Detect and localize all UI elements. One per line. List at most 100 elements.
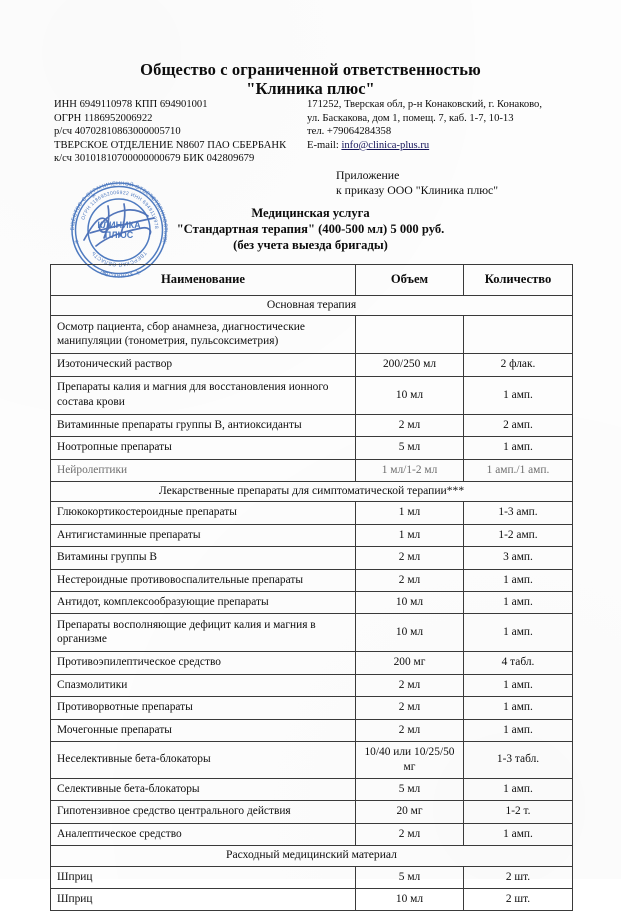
column-header-name: Наименование (50, 264, 356, 296)
cell-quantity: 1-2 т. (463, 800, 573, 824)
cell-volume: 10 мл (355, 887, 464, 911)
column-header-volume: Объем (355, 264, 464, 296)
cell-name: Витаминные препараты группы В, антиоксид… (50, 413, 356, 438)
email-row: E-mail: info@clinica-plus.ru (307, 139, 542, 153)
cell-quantity: 1 амп. (463, 718, 573, 743)
phone-number: тел. +79064284358 (307, 126, 392, 138)
cell-name: Антигистаминные препараты (50, 523, 356, 548)
services-table-wrapper: Наименование Объем Количество Основная т… (50, 264, 573, 911)
table-head: Наименование Объем Количество (50, 264, 573, 296)
table-row: Глюкокортикостероидные препараты 1 мл 1-3 … (50, 501, 573, 525)
table-section-row: Основная терапия (50, 294, 573, 317)
cell-volume: 2 мл (355, 673, 464, 698)
cell-quantity: 2 флак. (463, 353, 573, 377)
table-row: Мочегонные препараты 2 мл 1 амп. (50, 718, 573, 743)
cell-quantity: 1 амп. (463, 777, 573, 802)
table-section-row: Расходный медицинский материал (50, 845, 573, 867)
table-row: Шприц 5 мл 2 шт. (50, 865, 573, 889)
table-row: Нейролептики 1 мл/1-2 мл 1 амп./1 амп. (50, 458, 573, 483)
requisite-inn-kpp: ИНН 6949110978 КПП 694901001 (54, 99, 208, 110)
cell-name: Препараты калия и магния для восстановле… (50, 375, 356, 415)
table-row: Антидот, комплексообразующие препараты 10… (50, 591, 573, 615)
table-row: Витаминные препараты группы В, антиоксид… (50, 413, 573, 438)
appendix-block: Приложение к приказу ООО "Клиника плюс" (336, 168, 498, 197)
table-header-row: Наименование Объем Количество (50, 264, 573, 296)
table-row: Неселективные бета-блокаторы 10/40 или 10… (50, 741, 573, 779)
table-row: Спазмолитики 2 мл 1 амп. (50, 673, 573, 698)
cell-volume: 200 мг (355, 651, 464, 675)
cell-name: Мочегонные препараты (50, 718, 356, 743)
table-row: Шприц 10 мл 2 шт. (50, 887, 573, 911)
email-link[interactable]: info@clinica-plus.ru (341, 139, 430, 151)
cell-name: Гипотензивное средство центрального дейс… (50, 800, 356, 824)
table-row: Противоэпилептическое средство 200 мг 4 та… (50, 651, 573, 675)
column-header-quantity: Количество (463, 264, 573, 296)
cell-volume (355, 315, 464, 355)
cell-volume: 5 мл (355, 865, 464, 889)
table-row: Селективные бета-блокаторы 5 мл 1 амп. (50, 777, 573, 802)
cell-quantity (463, 315, 573, 355)
cell-volume: 1 мл/1-2 мл (355, 458, 464, 483)
cell-name: Противорвотные препараты (50, 696, 356, 720)
address-line1: 171252, Тверская обл, р-н Конаковский, г… (307, 99, 542, 110)
cell-volume: 1 мл (355, 523, 464, 548)
table-row: Противорвотные препараты 2 мл 1 амп. (50, 696, 573, 720)
table-row: Гипотензивное средство центрального дейс… (50, 800, 573, 824)
table-row: Антигистаминные препараты 1 мл 1-2 амп. (50, 523, 573, 548)
cell-volume: 2 мл (355, 568, 464, 593)
cell-quantity: 2 амп. (463, 413, 573, 438)
cell-name: Противоэпилептическое средство (50, 651, 356, 675)
cell-volume: 200/250 мл (355, 353, 464, 377)
table-body: Основная терапия Осмотр пациента, сбор ан… (50, 294, 573, 911)
service-title-line3: (без учета выезда бригады) (233, 238, 388, 253)
cell-volume: 10 мл (355, 613, 464, 653)
cell-name: Антидот, комплексообразующие препараты (50, 591, 356, 615)
table-row: Препараты восполняющие дефицит калия и м… (50, 613, 573, 653)
cell-quantity: 1 амп. (463, 375, 573, 415)
cell-quantity: 4 табл. (463, 651, 573, 675)
requisites-left: ИНН 6949110978 КПП 694901001 ОГРН 118695… (54, 98, 286, 166)
service-title-line2: "Стандартная терапия" (400-500 мл) 5 000… (176, 222, 445, 237)
cell-quantity: 1 амп./1 амп. (463, 458, 573, 483)
svg-text:✳: ✳ (91, 193, 96, 200)
cell-volume: 2 мл (355, 718, 464, 743)
cell-name: Нестероидные противовоспалительные препа… (50, 568, 356, 593)
cell-volume: 2 мл (355, 822, 464, 847)
cell-quantity: 2 шт. (463, 887, 573, 911)
requisite-corr-account: к/сч 30101810700000000679 БИК 042809679 (54, 153, 255, 165)
cell-quantity: 1-3 табл. (463, 741, 573, 779)
requisite-account: р/сч 40702810863000005710 (54, 126, 181, 138)
table-section-row: Лекарственные препараты для симптоматиче… (50, 481, 573, 503)
cell-quantity: 1 амп. (463, 673, 573, 698)
org-title-line2: "Клиника плюс" (246, 79, 375, 98)
cell-quantity: 1-3 амп. (463, 501, 573, 525)
cell-name: Неселективные бета-блокаторы (50, 741, 356, 779)
requisite-ogrn: ОГРН 1186952006922 (54, 112, 153, 124)
cell-volume: 1 мл (355, 501, 464, 525)
cell-volume: 2 мл (355, 413, 464, 438)
requisites-right: 171252, Тверская обл, р-н Конаковский, г… (307, 98, 542, 152)
cell-volume: 20 мг (355, 800, 464, 824)
cell-name: Глюкокортикостероидные препараты (50, 501, 356, 525)
table-row: Препараты калия и магния для восстановле… (50, 375, 573, 415)
cell-volume: 5 мл (355, 777, 464, 802)
service-title-block: Медицинская услуга "Стандартная терапия"… (0, 205, 621, 254)
cell-volume: 10 мл (355, 591, 464, 615)
appendix-line2: к приказу ООО "Клиника плюс" (336, 182, 499, 197)
svg-text:✳: ✳ (150, 195, 155, 202)
table-row: Осмотр пациента, сбор анамнеза, диагност… (50, 315, 573, 355)
table-row: Ноотропные препараты 5 мл 1 амп. (50, 436, 573, 460)
org-title-line1: Общество с ограниченной ответственностью (140, 60, 481, 79)
cell-volume: 5 мл (355, 436, 464, 460)
cell-name: Осмотр пациента, сбор анамнеза, диагност… (50, 315, 356, 355)
cell-quantity: 2 шт. (463, 865, 573, 889)
services-table: Наименование Объем Количество Основная т… (50, 264, 573, 911)
cell-volume: 2 мл (355, 696, 464, 720)
cell-name: Нейролептики (50, 458, 356, 483)
email-label: E-mail: (307, 139, 339, 151)
cell-name: Ноотропные препараты (50, 436, 356, 460)
section-title: Основная терапия (50, 294, 573, 317)
cell-name: Спазмолитики (50, 673, 356, 698)
